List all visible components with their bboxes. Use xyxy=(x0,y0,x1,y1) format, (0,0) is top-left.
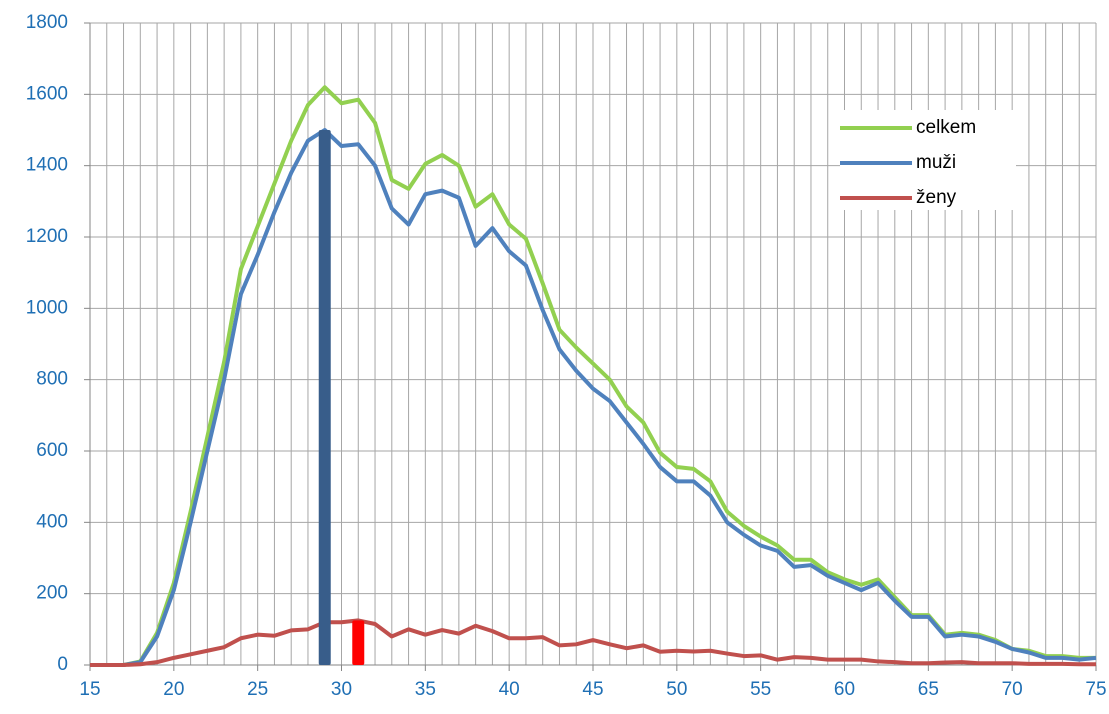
legend-label: ženy xyxy=(916,187,957,208)
y-tick-label: 0 xyxy=(57,654,68,675)
legend-label: muži xyxy=(916,152,956,173)
x-tick-label: 15 xyxy=(79,679,100,700)
y-tick-label: 1600 xyxy=(26,83,68,104)
y-tick-label: 1400 xyxy=(26,155,68,176)
legend-label: celkem xyxy=(916,117,976,138)
x-tick-label: 25 xyxy=(247,679,268,700)
x-tick-label: 40 xyxy=(499,679,520,700)
marker-bar xyxy=(318,130,331,665)
series-line xyxy=(90,618,1096,667)
x-tick-label: 65 xyxy=(918,679,939,700)
x-tick-label: 55 xyxy=(750,679,771,700)
marker-bar xyxy=(352,620,365,665)
y-tick-label: 1000 xyxy=(26,297,68,318)
x-tick-label: 75 xyxy=(1085,679,1106,700)
y-tick-label: 200 xyxy=(36,583,68,604)
x-tick-label: 45 xyxy=(582,679,603,700)
x-tick-label: 30 xyxy=(331,679,352,700)
x-tick-label: 50 xyxy=(666,679,687,700)
y-tick-label: 400 xyxy=(36,511,68,532)
x-tick-label: 70 xyxy=(1002,679,1023,700)
y-tick-label: 1200 xyxy=(26,226,68,247)
x-tick-label: 20 xyxy=(163,679,184,700)
y-tick-label: 800 xyxy=(36,369,68,390)
y-tick-label: 1800 xyxy=(26,12,68,33)
series-line xyxy=(90,128,1097,667)
x-tick-label: 35 xyxy=(415,679,436,700)
legend: celkem muži ženy xyxy=(840,110,1016,210)
y-tick-label: 600 xyxy=(36,440,68,461)
x-tick-label: 60 xyxy=(834,679,855,700)
